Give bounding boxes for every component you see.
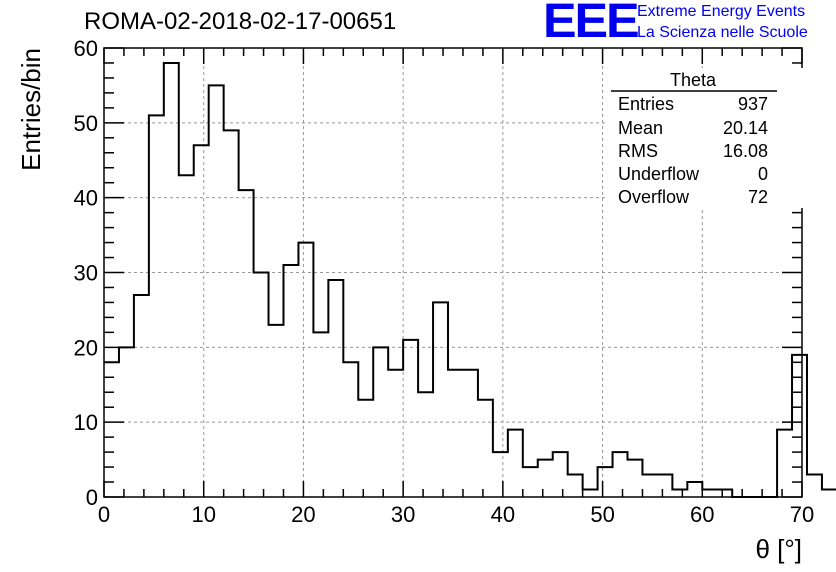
stats-value-rms: 16.08 (723, 141, 768, 161)
stats-title: Theta (670, 70, 717, 90)
x-tick-label: 40 (491, 502, 515, 527)
stats-box: Theta Entries 937 Mean 20.14 RMS 16.08 U… (607, 68, 803, 208)
x-tick-label: 10 (191, 502, 215, 527)
x-axis-title: θ [°] (755, 534, 802, 564)
stats-label-rms: RMS (618, 141, 658, 161)
y-tick-label: 20 (74, 335, 98, 360)
y-tick-label: 30 (74, 261, 98, 286)
chart-title: ROMA-02-2018-02-17-00651 (84, 8, 397, 35)
stats-label-entries: Entries (618, 94, 674, 114)
stats-value-underflow: 0 (758, 164, 768, 184)
y-tick-label: 60 (74, 36, 98, 61)
logo-caption-line1: Extreme Energy Events (637, 3, 806, 20)
stats-label-mean: Mean (618, 118, 663, 138)
stats-value-entries: 937 (738, 94, 768, 114)
grid-layer (104, 48, 802, 497)
x-tick-label: 70 (790, 502, 814, 527)
y-tick-label: 10 (74, 410, 98, 435)
x-tick-label: 50 (590, 502, 614, 527)
stats-value-mean: 20.14 (723, 118, 768, 138)
histogram-outline (104, 61, 836, 498)
x-tick-label: 30 (391, 502, 415, 527)
y-axis-title: Entries/bin (16, 48, 46, 171)
tick-labels-layer: 0 10 20 30 40 50 60 70 0 10 20 30 40 50 60 (74, 36, 815, 527)
x-tick-label: 0 (98, 502, 110, 527)
y-tick-label: 40 (74, 186, 98, 211)
stats-value-overflow: 72 (748, 187, 768, 207)
logo-caption-line2: La Scienza nelle Scuole (637, 24, 808, 41)
stats-label-underflow: Underflow (618, 164, 700, 184)
stats-label-overflow: Overflow (618, 187, 690, 207)
y-tick-label: 50 (74, 111, 98, 136)
x-tick-label: 60 (690, 502, 714, 527)
x-tick-label: 20 (291, 502, 315, 527)
y-tick-label: 0 (86, 485, 98, 510)
eee-logo: EEE (543, 0, 640, 48)
